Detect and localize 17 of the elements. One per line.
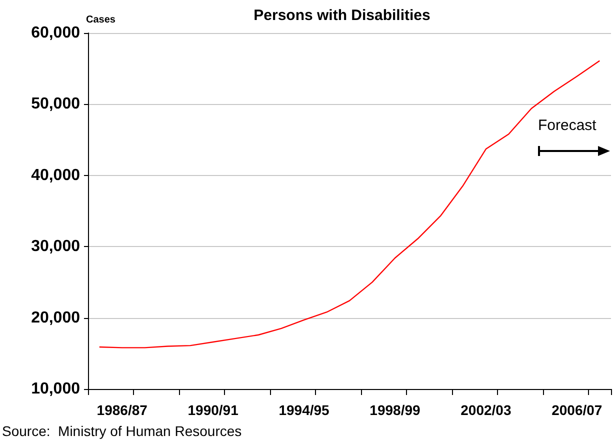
y-tick-label: 20,000 <box>31 309 80 326</box>
x-tick-label: 2002/03 <box>460 402 512 418</box>
y-tick-label: 30,000 <box>31 238 80 256</box>
y-axis-title: Cases <box>86 14 116 26</box>
line-series <box>98 60 600 348</box>
x-tick-label: 2006/07 <box>552 402 602 418</box>
y-tick-label: 10,000 <box>31 380 80 398</box>
source-note: Source: Ministry of Human Resources <box>2 423 242 439</box>
x-tick-label: 1990/91 <box>188 402 239 418</box>
x-tick-label: 1994/95 <box>278 402 330 418</box>
annotation: Forecast <box>538 117 598 134</box>
chart-title: Persons with Disabilities <box>254 7 430 24</box>
x-tick-label: 1986/87 <box>96 402 148 418</box>
y-tick-label: 50,000 <box>31 96 80 113</box>
x-tick-label: 1998/99 <box>370 402 420 418</box>
y-tick-label: 40,000 <box>31 166 80 184</box>
y-tick-label: 60,000 <box>31 24 80 42</box>
